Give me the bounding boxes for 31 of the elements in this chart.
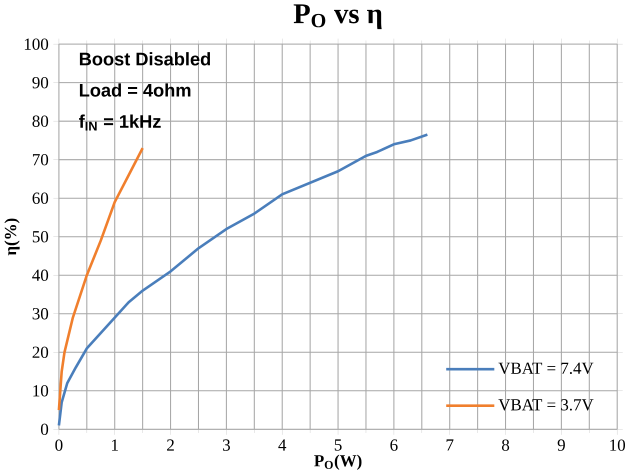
x-tick-label: 3	[222, 439, 230, 451]
y-tick-label: 20	[32, 346, 48, 358]
y-tick-label: 40	[32, 269, 48, 281]
annotation: f$_{IN}$ = 1kHz	[79, 114, 161, 130]
y-tick-label: 100	[24, 38, 48, 50]
x-tick-label: 9	[558, 439, 565, 451]
x-tick-label: 1	[112, 439, 118, 450]
annotation: Load = 4ohm	[80, 83, 190, 97]
y-tick-label: 70	[32, 154, 48, 166]
x-tick-label: 2	[167, 439, 174, 451]
x-tick-label: 10	[610, 439, 626, 451]
chart-title: P$_{O}$ vs η	[294, 4, 382, 30]
legend-label: VBAT = 7.4V	[498, 362, 594, 374]
x-tick-label: 0	[55, 439, 62, 451]
x-tick-label: 7	[446, 439, 454, 450]
x-tick-label: 5	[334, 439, 342, 451]
y-tick-label: 0	[40, 423, 48, 435]
legend-label: VBAT = 3.7V	[498, 399, 594, 410]
x-axis-title: P$_{O}$(W)	[314, 454, 362, 470]
y-tick-label: 50	[32, 230, 48, 242]
line-series	[58, 146, 144, 412]
y-tick-label: 30	[32, 308, 48, 320]
y-tick-label: 60	[32, 192, 48, 204]
x-tick-label: 4	[278, 439, 286, 450]
y-tick-label: 90	[32, 76, 48, 88]
x-tick-label: 8	[502, 439, 510, 451]
y-axis-title: η(%)	[4, 218, 20, 256]
annotation: Boost Disabled	[80, 52, 210, 66]
y-tick-label: 80	[32, 115, 48, 127]
y-tick-label: 10	[33, 384, 48, 396]
x-tick-label: 6	[390, 439, 398, 451]
